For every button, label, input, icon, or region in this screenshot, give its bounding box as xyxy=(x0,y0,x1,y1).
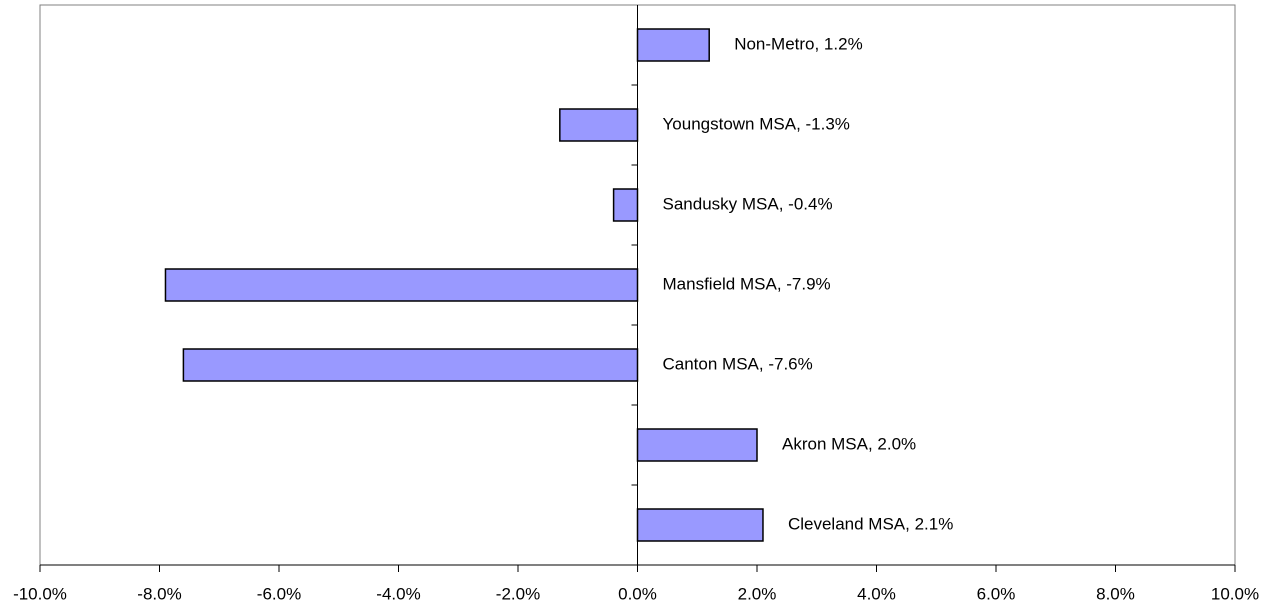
bar xyxy=(164,268,639,302)
bar xyxy=(182,348,639,382)
x-tick-label: -4.0% xyxy=(376,584,420,603)
bar xyxy=(559,108,639,142)
x-tick-label: -2.0% xyxy=(496,584,540,603)
bar xyxy=(636,428,758,462)
data-label: Sandusky MSA, -0.4% xyxy=(663,194,833,213)
x-tick-label: 4.0% xyxy=(857,584,896,603)
x-tick-label: 8.0% xyxy=(1096,584,1135,603)
data-label: Akron MSA, 2.0% xyxy=(782,434,916,453)
data-label: Canton MSA, -7.6% xyxy=(663,354,813,373)
x-tick-label: -10.0% xyxy=(13,584,67,603)
data-label: Non-Metro, 1.2% xyxy=(734,34,863,53)
x-tick-label: 0.0% xyxy=(618,584,657,603)
data-label: Cleveland MSA, 2.1% xyxy=(788,514,953,533)
x-tick-label: -6.0% xyxy=(257,584,301,603)
x-tick-label: 2.0% xyxy=(738,584,777,603)
x-tick-label: 10.0% xyxy=(1211,584,1259,603)
bar xyxy=(612,188,639,222)
bar xyxy=(636,28,710,62)
x-tick-label: 6.0% xyxy=(977,584,1016,603)
x-tick-label: -8.0% xyxy=(137,584,181,603)
data-label: Mansfield MSA, -7.9% xyxy=(663,274,831,293)
bar xyxy=(636,508,764,542)
data-label: Youngstown MSA, -1.3% xyxy=(663,114,850,133)
